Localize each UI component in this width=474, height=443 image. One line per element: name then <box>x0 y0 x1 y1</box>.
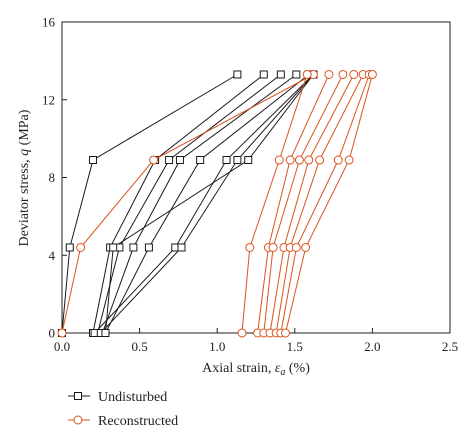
y-tick-label: 0 <box>49 326 56 341</box>
reconstructed-cycle-line <box>241 74 308 334</box>
reconstructed-data-point <box>367 69 377 79</box>
undisturbed-data-point <box>292 70 301 79</box>
reconstructed-cycle-line <box>263 74 344 334</box>
plot-frame <box>61 21 451 334</box>
x-axis-ticks: 0.0 0.5 1.0 1.5 2.0 2.5 <box>54 328 458 354</box>
undisturbed-data-point <box>259 70 268 79</box>
legend-label-undisturbed: Undisturbed <box>98 390 167 405</box>
undisturbed-cycle-line <box>105 74 314 334</box>
undisturbed-cycle-line <box>101 74 297 334</box>
reconstructed-data-point <box>268 242 278 252</box>
reconstructed-cycle-line <box>269 74 355 334</box>
series-undisturbed <box>58 70 318 337</box>
reconstructed-data-point <box>302 69 312 79</box>
undisturbed-data-point <box>196 156 205 165</box>
x-tick-label: 2.0 <box>364 339 380 354</box>
undisturbed-data-point <box>177 243 186 252</box>
reconstructed-cycle-line <box>257 74 330 334</box>
undisturbed-data-point <box>129 243 138 252</box>
x-tick-label: 0.0 <box>54 339 70 354</box>
reconstructed-data-point <box>324 69 334 79</box>
series-reconstructed <box>57 69 377 338</box>
reconstructed-data-point <box>294 155 304 165</box>
x-tick-label: 1.0 <box>209 339 225 354</box>
undisturbed-data-point <box>65 243 74 252</box>
x-axis-title: Axial strain, εa (%) <box>202 361 310 378</box>
undisturbed-cycle-line <box>61 74 238 334</box>
legend-label-reconstructed: Reconstructed <box>98 414 178 429</box>
reconstructed-data-point <box>338 69 348 79</box>
reconstructed-data-point <box>304 155 314 165</box>
x-tick-label: 0.5 <box>131 339 147 354</box>
undisturbed-data-point <box>233 70 242 79</box>
reconstructed-cycle-line <box>275 74 364 334</box>
reconstructed-cycle-line <box>285 74 373 334</box>
undisturbed-data-point <box>144 243 153 252</box>
x-tick-label: 2.5 <box>442 339 458 354</box>
undisturbed-data-point <box>244 156 253 165</box>
undisturbed-data-point <box>101 329 110 337</box>
y-axis-ticks: 0 4 8 12 16 <box>42 15 67 341</box>
undisturbed-data-point <box>89 156 98 165</box>
undisturbed-cycle-line <box>105 74 310 334</box>
undisturbed-data-point <box>109 243 118 252</box>
reconstructed-cycle-line <box>280 74 370 334</box>
y-tick-label: 12 <box>42 92 55 107</box>
undisturbed-cycle-line <box>97 74 282 334</box>
reconstructed-data-point <box>237 328 247 338</box>
reconstructed-data-point <box>349 69 359 79</box>
reconstructed-data-point <box>315 155 325 165</box>
undisturbed-cycle-line <box>92 74 265 334</box>
undisturbed-cycle-line <box>94 74 314 334</box>
reconstructed-data-point <box>285 155 295 165</box>
undisturbed-data-point <box>175 156 184 165</box>
undisturbed-data-point <box>165 156 174 165</box>
legend-circle-marker <box>73 415 83 425</box>
y-tick-label: 4 <box>49 248 56 263</box>
reconstructed-data-point <box>344 155 354 165</box>
reconstructed-data-point <box>274 155 284 165</box>
undisturbed-data-point <box>233 156 242 165</box>
reconstructed-data-point <box>245 242 255 252</box>
reconstructed-data-point <box>333 155 343 165</box>
series-layer <box>57 69 377 338</box>
reconstructed-data-point <box>291 242 301 252</box>
y-tick-label: 8 <box>49 170 56 185</box>
legend: Undisturbed Reconstructed <box>68 390 178 429</box>
y-axis-title: Deviator stress, q (MPa) <box>17 109 32 246</box>
undisturbed-data-point <box>222 156 231 165</box>
y-tick-label: 16 <box>42 15 56 30</box>
legend-square-marker <box>74 392 82 400</box>
legend-item-reconstructed: Reconstructed <box>68 414 178 429</box>
reconstructed-cycle-line <box>61 74 314 334</box>
reconstructed-data-point <box>76 242 86 252</box>
reconstructed-data-point <box>149 155 159 165</box>
reconstructed-data-point <box>280 328 290 338</box>
reconstructed-data-point <box>301 242 311 252</box>
legend-item-undisturbed: Undisturbed <box>68 390 167 405</box>
undisturbed-cycle-line <box>100 74 314 334</box>
undisturbed-data-point <box>276 70 285 79</box>
x-tick-label: 1.5 <box>287 339 303 354</box>
reconstructed-data-point <box>57 328 67 338</box>
